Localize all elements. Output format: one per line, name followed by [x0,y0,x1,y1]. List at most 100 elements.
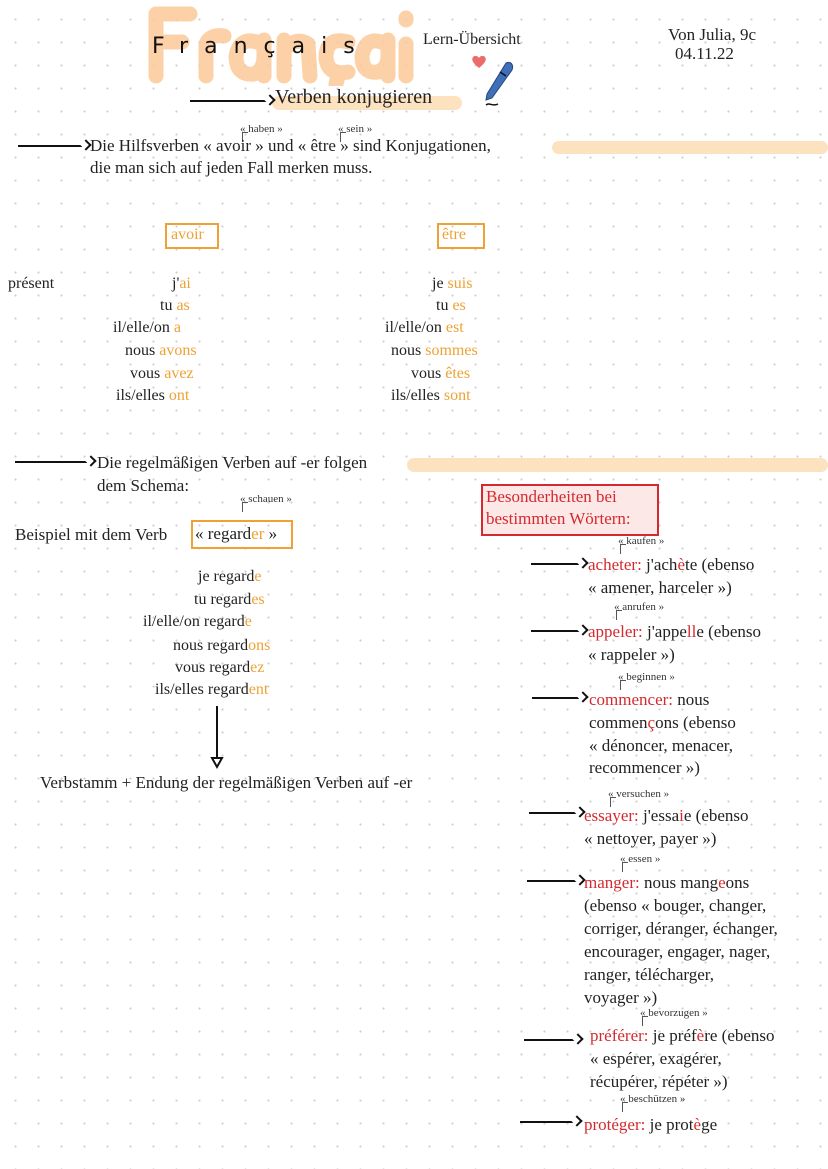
text-segment: Die regelmäßigen Verben auf -er folgen [97,453,368,472]
text-ess2: « nettoyer, payer ») [584,830,716,847]
text-segment: acheter: [588,555,642,574]
text-com3: « dénoncer, menacer, [589,737,733,754]
text-etre-title: être [442,227,466,243]
text-segment: j' [172,275,180,292]
text-segment: « dénoncer, menacer, [589,736,734,755]
text-ann-bevorzugen: « bevorzugen » [640,1008,708,1026]
text-av1: j'ai [172,276,191,292]
arrow-right-icon [524,1039,578,1041]
text-rg4: nous regardons [173,638,270,654]
etre-box [437,223,485,249]
text-ann-anrufen: « anrufen » [614,602,664,620]
text-app2: « rappeler ») [588,646,675,663]
text-et5: vous êtes [411,366,470,382]
text-segment: Verben konjugieren [275,86,433,108]
text-segment: vous [130,365,165,382]
text-segment: es [251,591,265,608]
avoir-box [165,223,219,249]
text-segment: as [176,297,190,314]
heart-icon [472,55,486,68]
text-ann-sein: « sein » [338,123,373,142]
arrow-right-icon [15,461,91,463]
text-segment: protéger: [584,1115,646,1134]
text-segment: « sein » [338,123,373,135]
arrow-right-icon [531,630,583,632]
text-segment: suis [447,275,473,292]
text-segment: ils/elles [391,387,444,404]
text-segment: j'ach [641,555,678,574]
text-man1: manger: nous mangeons [584,874,749,891]
text-segment: il/elle/on [385,319,446,336]
text-segment: êtes [445,365,471,382]
text-ann-versuchen: « versuchen » [608,789,669,807]
text-pre2: « espérer, exagérer, [590,1050,722,1067]
text-ann-beginnen: « beginnen » [618,672,675,690]
text-et1: je suis [432,276,472,292]
text-pre3: récupérer, répéter ») [590,1073,728,1090]
text-segment: a [173,319,181,336]
text-segment: avez [164,365,194,382]
text-av6: ils/elles ont [116,388,189,404]
text-segment: è [693,1115,702,1134]
text-av2: tu as [160,298,190,314]
text-segment: « schauen » [240,493,292,505]
text-segment: ranger, télécharger, [584,965,714,984]
text-segment: e [244,613,252,630]
pen-icon [485,62,514,106]
text-rg3: il/elle/on regarde [143,614,252,630]
text-intro1: Die Hilfsverben « avoir » und « être » s… [90,137,491,154]
text-segment: re (ebenso [704,1026,775,1045]
rule-highlight [407,458,828,472]
text-segment: è [696,1026,705,1045]
text-segment: recommencer ») [589,758,700,777]
text-segment: ons (ebenso [655,713,736,732]
text-segment: Beispiel mit dem Verb [15,525,168,544]
text-beispiel: Beispiel mit dem Verb [15,526,167,543]
text-segment: je regard [198,568,255,585]
text-segment: vous [411,365,446,382]
text-segment: tu [436,297,453,314]
text-segment: préférer: [590,1026,649,1045]
text-segment: die man sich auf jeden Fall merken muss. [90,158,373,177]
text-regarder: « regarder » [195,525,277,542]
arrow-right-icon [532,697,583,699]
text-segment: e (ebenso [683,806,749,825]
text-ach2: « amener, harceler ») [588,579,732,596]
text-man2: (ebenso « bouger, changer, [584,897,766,914]
arrow-right-icon [527,880,580,882]
author: Von Julia, 9c [668,25,756,44]
text-segment: Besonderheiten bei [486,487,617,506]
text-segment: « espérer, exagérer, [590,1049,722,1068]
text-segment: ont [168,387,190,404]
text-segment: er [251,524,265,543]
text-segment: ent [248,681,269,698]
text-com4: recommencer ») [589,759,700,776]
text-segment: ils/elles regard [155,681,249,698]
text-segment: (ebenso « bouger, changer, [584,896,767,915]
text-segment: « kaufen » [618,535,665,547]
text-et6: ils/elles sont [391,388,471,404]
text-ach1: acheter: j'achète (ebenso [588,556,754,573]
text-segment: Die Hilfsverben « avoir » und « être » s… [90,136,491,155]
text-ann-kaufen: « kaufen » [618,535,665,554]
arrow-right-icon [529,812,580,814]
arrow-right-icon [190,100,270,102]
subtitle: Lern-Übersicht [423,31,521,48]
arrow-down-icon [210,706,224,770]
arrow-right-icon [520,1121,577,1123]
arrow-right-icon [18,145,86,147]
regarder-box [191,520,293,549]
text-segment: récupérer, répéter ») [590,1072,728,1091]
text-segment: dem Schema: [97,476,190,495]
text-segment: es [452,297,466,314]
text-segment: essayer: [584,806,639,825]
text-app1: appeler: j'appelle (ebenso [588,623,761,640]
text-segment: ons [725,873,750,892]
text-segment: « haben » [240,123,283,135]
date: 04.11.22 [675,44,734,63]
text-segment: être [442,226,466,243]
text-segment: commen [589,713,648,732]
text-segment: appeler: [588,622,643,641]
text-et2: tu es [436,298,466,314]
text-segment: e [254,568,262,585]
